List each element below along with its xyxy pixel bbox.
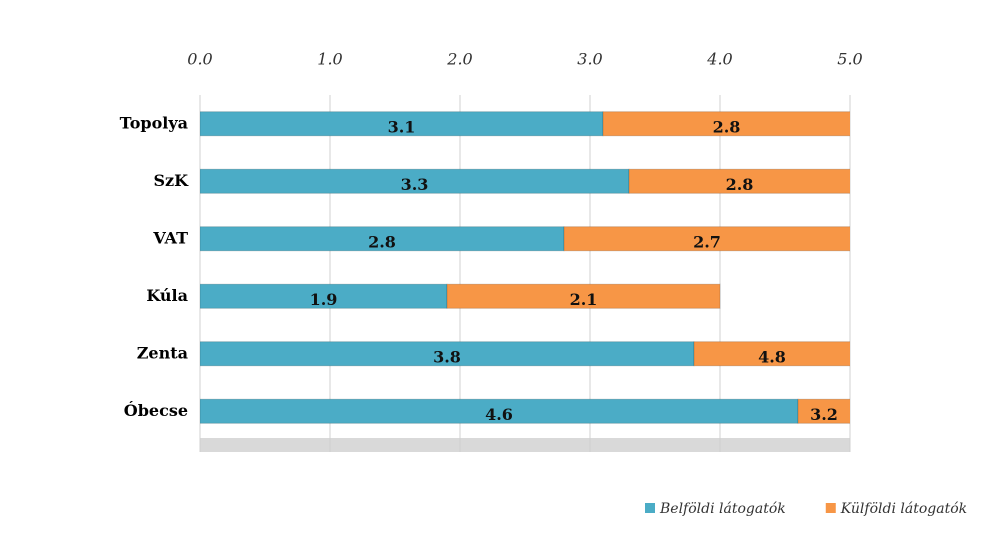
x-tick-label: 5.0 (837, 50, 862, 69)
x-tick-label: 4.0 (706, 50, 732, 69)
legend-label: Belföldi látogatók (659, 501, 786, 517)
value-label: 3.3 (401, 175, 429, 194)
bar-segment (797, 398, 850, 424)
bar-segment (200, 111, 604, 137)
bar-segment (446, 283, 721, 309)
category-label: VAT (152, 228, 188, 247)
value-label: 3.1 (388, 117, 416, 136)
legend-label: Külföldi látogatók (840, 501, 967, 517)
bar-segment (628, 168, 850, 194)
bar-segment (200, 226, 565, 252)
bar-segment (200, 283, 448, 309)
value-label: 3.2 (810, 405, 838, 424)
x-tick-label: 1.0 (317, 50, 342, 69)
category-label: Topolya (120, 113, 188, 132)
category-label: Óbecse (124, 400, 188, 420)
value-label: 2.8 (368, 232, 396, 251)
value-label: 1.9 (310, 290, 338, 309)
value-label: 4.8 (758, 347, 786, 366)
bar-segment (602, 111, 850, 137)
floor (200, 438, 850, 452)
value-label: 4.6 (485, 405, 513, 424)
category-label: Zenta (137, 343, 188, 362)
category-label: SzK (153, 171, 189, 190)
value-label: 2.7 (693, 232, 721, 251)
value-label: 2.8 (726, 175, 754, 194)
bar-segment (200, 168, 630, 194)
bar-segment (563, 226, 850, 252)
bar-segment (693, 341, 850, 367)
x-tick-label: 3.0 (577, 50, 602, 69)
legend-swatch (825, 503, 836, 513)
value-label: 3.8 (433, 347, 461, 366)
category-label: Kúla (146, 286, 188, 305)
value-label: 2.1 (570, 290, 598, 309)
value-label: 2.8 (713, 117, 741, 136)
bar-segment (200, 341, 695, 367)
x-tick-label: 0.0 (187, 50, 212, 69)
x-tick-label: 2.0 (446, 50, 472, 69)
legend-swatch (645, 503, 655, 513)
